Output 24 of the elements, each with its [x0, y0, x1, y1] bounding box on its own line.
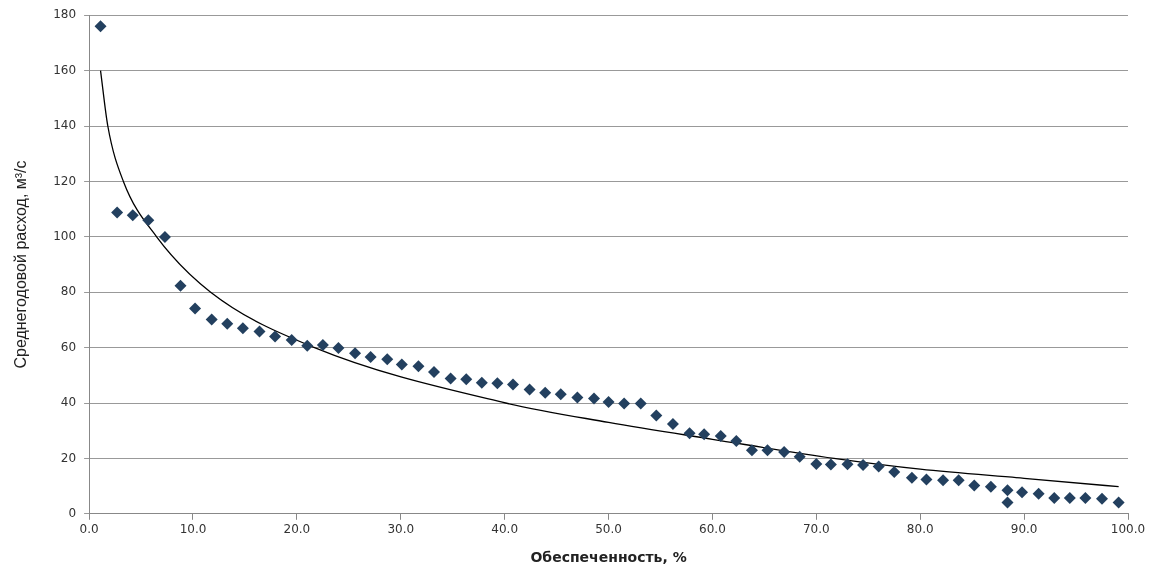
y-tick-label: 160	[53, 62, 77, 77]
y-tick-label: 100	[53, 228, 77, 243]
x-tick-label: 70.0	[802, 522, 830, 537]
x-tick-label: 10.0	[179, 522, 207, 537]
x-tick-label: 90.0	[1010, 522, 1038, 537]
y-tick-label: 20	[60, 450, 77, 465]
x-tick-label: 60.0	[699, 522, 726, 537]
y-tick-label: 180	[53, 7, 77, 22]
x-tick-label: 40.0	[491, 522, 519, 537]
x-tick-label: 0.0	[79, 522, 99, 537]
x-tick-label: 100.0	[1110, 522, 1146, 537]
x-axis-title: Обеспеченность, %	[530, 549, 687, 566]
x-tick-label: 30.0	[387, 522, 415, 537]
y-tick-label: 0	[68, 505, 77, 520]
line-series	[99, 69, 1120, 488]
x-tick-label: 80.0	[906, 522, 934, 537]
y-tick-label: 40	[60, 395, 77, 410]
y-tick-label: 120	[53, 173, 77, 188]
y-axis-title: Среднегодовой расход, м³/с	[12, 160, 30, 369]
y-tick-label: 140	[53, 118, 77, 133]
x-tick-label: 50.0	[595, 522, 622, 537]
y-tick-label: 80	[60, 284, 77, 299]
x-tick-label: 20.0	[283, 522, 311, 537]
y-tick-label: 60	[60, 339, 77, 354]
